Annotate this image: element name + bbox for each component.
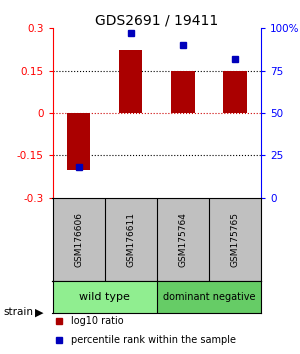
- Text: wild type: wild type: [79, 292, 130, 302]
- Bar: [67, 113, 90, 170]
- Text: dominant negative: dominant negative: [163, 292, 255, 302]
- Bar: [119, 50, 142, 113]
- Bar: [157, 281, 261, 313]
- Bar: [223, 71, 247, 113]
- Title: GDS2691 / 19411: GDS2691 / 19411: [95, 13, 218, 27]
- Text: GSM176611: GSM176611: [126, 212, 135, 267]
- Bar: [52, 198, 105, 281]
- Bar: [157, 198, 209, 281]
- Text: percentile rank within the sample: percentile rank within the sample: [71, 335, 236, 345]
- Text: GSM176606: GSM176606: [74, 212, 83, 267]
- Bar: [171, 71, 194, 113]
- Bar: [105, 198, 157, 281]
- Bar: [209, 198, 261, 281]
- Text: ▶: ▶: [34, 307, 43, 317]
- Text: GSM175764: GSM175764: [178, 212, 187, 267]
- Text: GSM175765: GSM175765: [230, 212, 239, 267]
- Text: log10 ratio: log10 ratio: [71, 316, 124, 326]
- Bar: [52, 281, 157, 313]
- Text: strain: strain: [3, 307, 33, 317]
